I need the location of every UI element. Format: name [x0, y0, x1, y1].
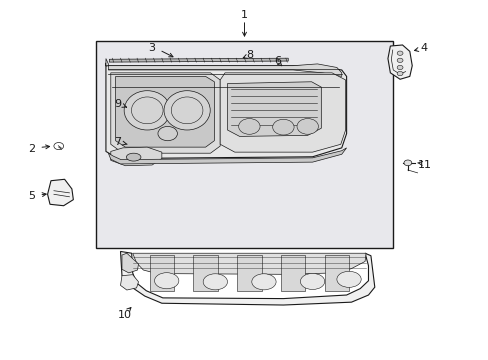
Text: 2: 2	[28, 144, 36, 154]
Text: 1: 1	[241, 10, 247, 19]
Circle shape	[296, 118, 318, 134]
Text: 6: 6	[273, 57, 281, 66]
Polygon shape	[387, 45, 411, 79]
Polygon shape	[106, 63, 346, 158]
Ellipse shape	[158, 126, 177, 141]
Polygon shape	[149, 255, 174, 291]
Polygon shape	[227, 82, 321, 136]
Ellipse shape	[163, 91, 210, 130]
Text: 9: 9	[114, 99, 122, 109]
Circle shape	[396, 65, 402, 69]
Polygon shape	[109, 58, 287, 62]
Ellipse shape	[126, 153, 141, 161]
Circle shape	[396, 71, 402, 76]
Text: 3: 3	[148, 43, 155, 53]
Polygon shape	[122, 253, 138, 273]
Circle shape	[396, 58, 402, 63]
Ellipse shape	[300, 273, 324, 289]
Polygon shape	[237, 255, 261, 291]
Bar	[96, 41, 392, 248]
Ellipse shape	[336, 271, 361, 287]
Circle shape	[238, 118, 260, 134]
Ellipse shape	[124, 91, 170, 130]
Circle shape	[403, 160, 411, 166]
Text: 10: 10	[117, 310, 131, 320]
Polygon shape	[111, 147, 162, 166]
Text: 5: 5	[28, 191, 36, 201]
Ellipse shape	[154, 273, 179, 289]
Polygon shape	[116, 76, 214, 147]
Polygon shape	[106, 59, 341, 76]
Polygon shape	[193, 255, 217, 291]
Polygon shape	[132, 253, 366, 274]
Circle shape	[272, 119, 293, 135]
Polygon shape	[47, 179, 73, 206]
Text: 7: 7	[114, 138, 122, 148]
Polygon shape	[111, 73, 220, 153]
Text: 8: 8	[245, 50, 252, 60]
Polygon shape	[108, 148, 346, 164]
Polygon shape	[120, 275, 138, 290]
Text: 4: 4	[420, 43, 427, 53]
Polygon shape	[324, 255, 348, 291]
Ellipse shape	[251, 274, 276, 290]
Circle shape	[396, 51, 402, 55]
Ellipse shape	[203, 274, 227, 290]
Polygon shape	[120, 251, 374, 305]
Polygon shape	[220, 73, 345, 152]
Polygon shape	[281, 255, 305, 291]
Text: 11: 11	[417, 159, 430, 170]
